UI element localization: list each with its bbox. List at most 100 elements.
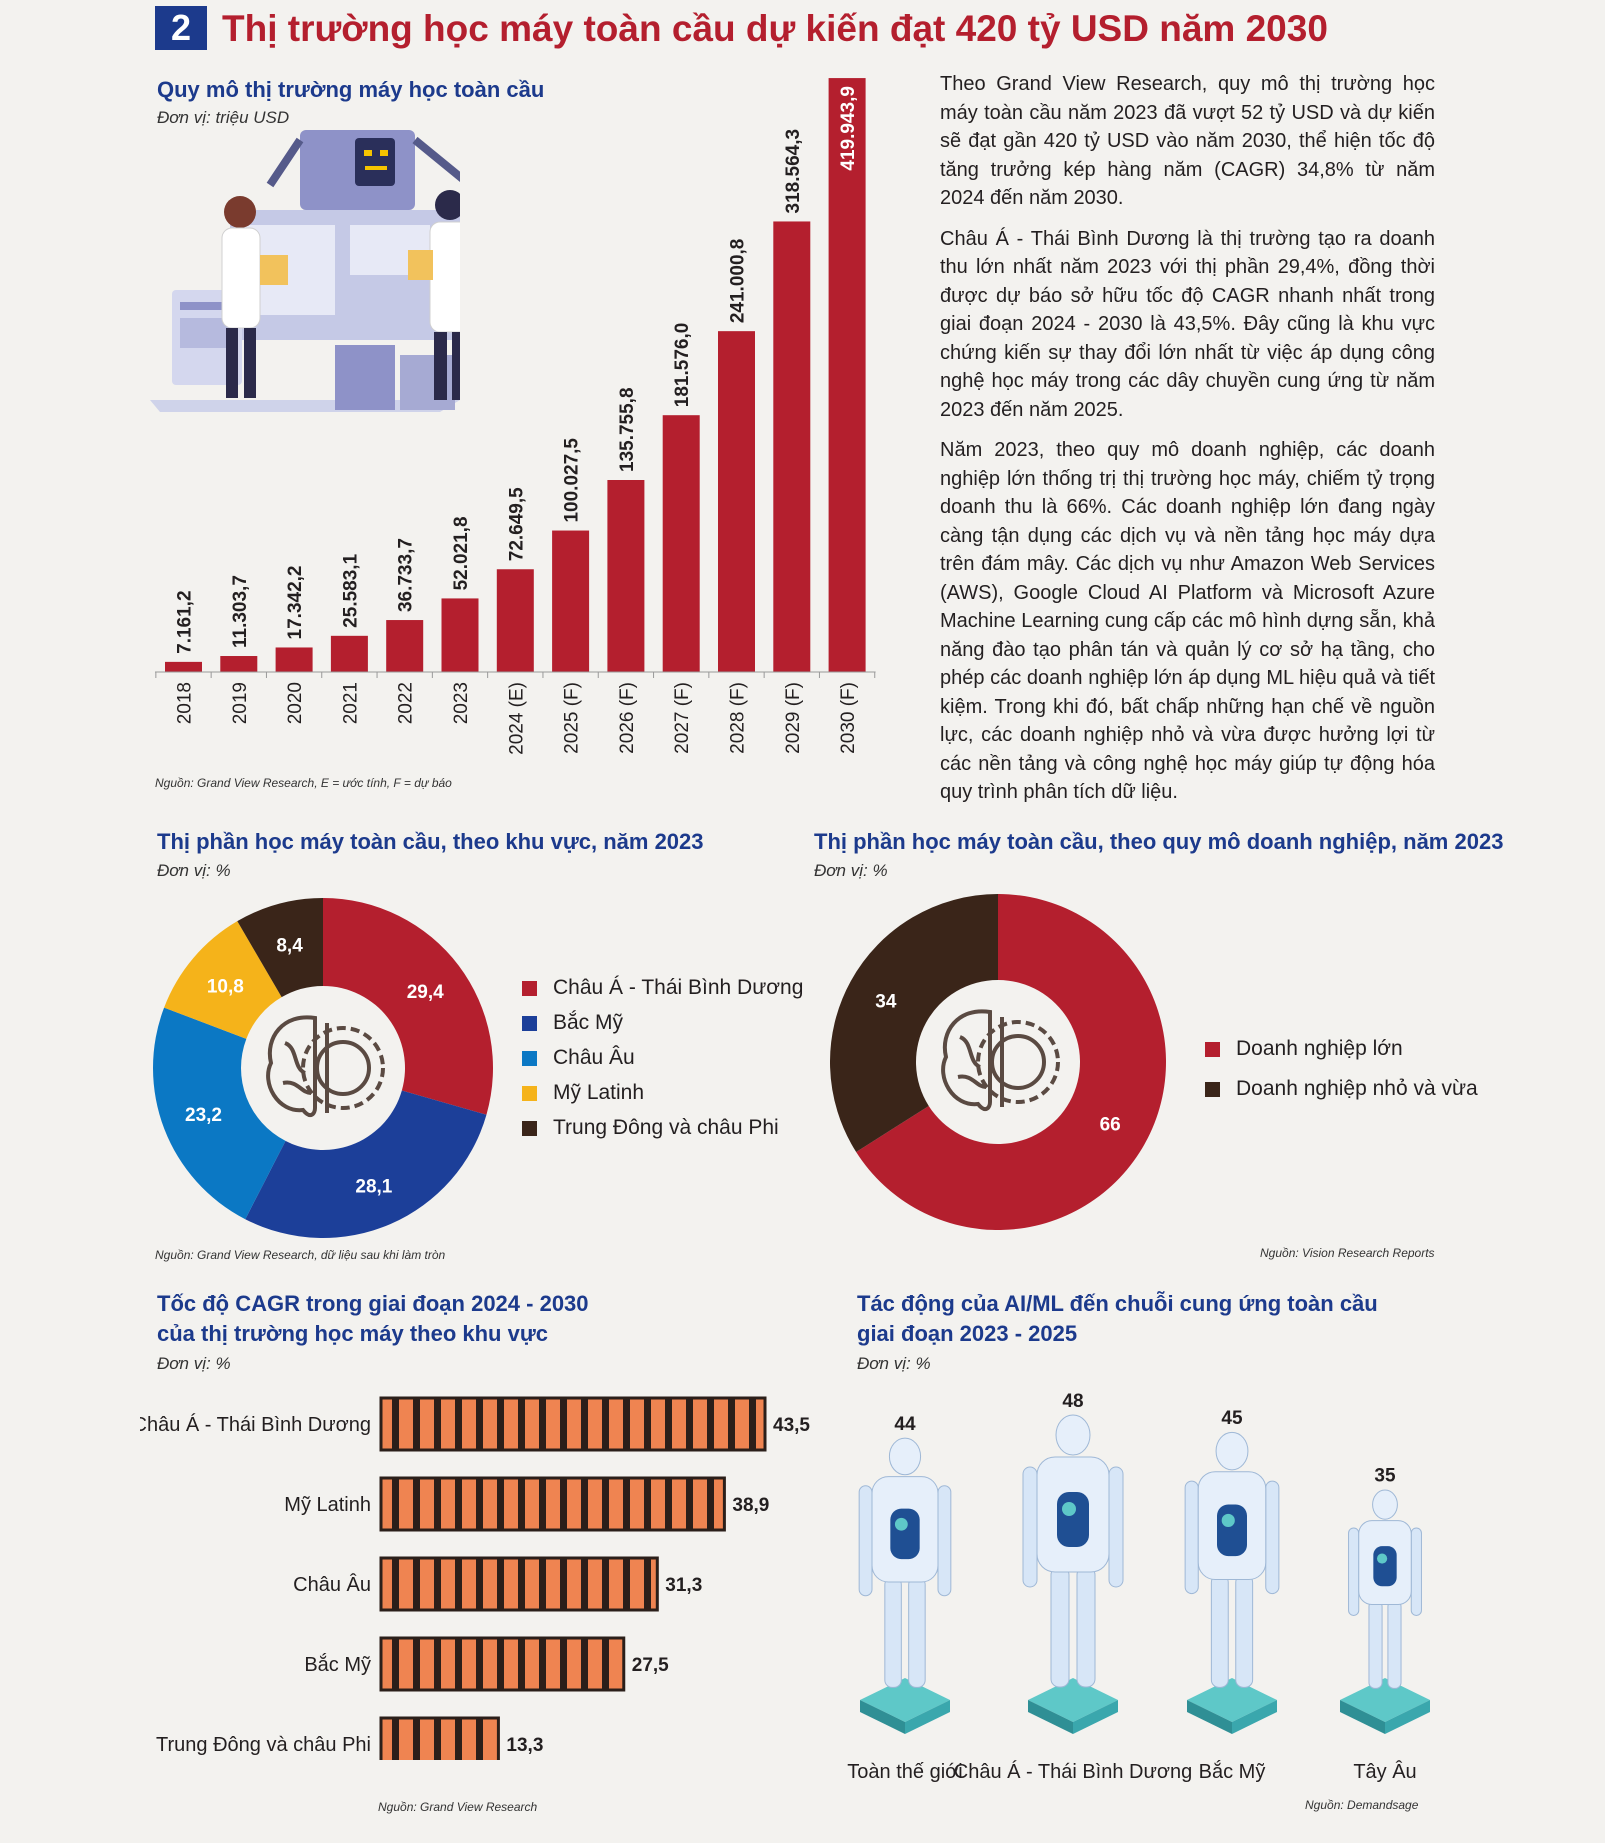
robot-pedestal-side xyxy=(1028,1700,1073,1734)
market-bar xyxy=(662,415,700,672)
robot-arm xyxy=(1108,1466,1124,1588)
market-bar xyxy=(330,635,368,672)
cagr-bar xyxy=(379,1556,659,1612)
donut-slice-label: 66 xyxy=(1100,1115,1121,1136)
market-bar xyxy=(773,221,811,673)
market-bar-value-label: 135.755,8 xyxy=(617,387,638,472)
legend-label: Châu Á - Thái Bình Dương xyxy=(553,976,804,999)
robot-arm xyxy=(1265,1480,1280,1595)
legend-item: Bắc Mỹ xyxy=(522,1011,803,1035)
market-bar-value-label: 25.583,1 xyxy=(340,553,361,627)
cagr-bar-chart: Châu Á - Thái Bình Dương 43,5 Mỹ Latinh 38,… xyxy=(140,1396,810,1760)
market-bar xyxy=(496,569,534,672)
legend-item: Trung Đông và châu Phi xyxy=(522,1116,803,1140)
donut-slice-label: 34 xyxy=(875,991,897,1012)
company-size-donut-chart: 66 34 xyxy=(830,894,1166,1230)
market-bar xyxy=(441,598,479,672)
cagr-bar xyxy=(379,1716,500,1760)
region-donut-chart: 29,4 28,1 23,2 10,8 8,4 xyxy=(152,898,493,1238)
brain-gear-icon xyxy=(266,1015,385,1118)
market-bar-value-label: 17.342,2 xyxy=(285,566,306,640)
impact-chart-title-line2: giai đoạn 2023 - 2025 xyxy=(857,1321,1078,1346)
gear-teeth xyxy=(301,1026,385,1110)
robot-pedestal-side xyxy=(1187,1700,1232,1734)
market-chart-source: Nguồn: Grand View Research, E = ước tính… xyxy=(155,776,452,790)
market-bar xyxy=(552,530,590,672)
section-number-badge: 2 xyxy=(155,6,207,50)
impact-category-label: Tây Âu xyxy=(1353,1760,1416,1783)
market-x-tick-label: 2025 (F) xyxy=(562,682,583,754)
region-legend: Châu Á - Thái Bình Dương Bắc Mỹ Châu Âu Mỹ … xyxy=(522,976,803,1151)
cagr-chart-source: Nguồn: Grand View Research xyxy=(378,1800,538,1814)
size-donut-source: Nguồn: Vision Research Reports xyxy=(1260,1246,1435,1260)
brain-outline xyxy=(266,1015,317,1118)
donut-slice xyxy=(164,921,282,1039)
brain-outline xyxy=(941,1009,992,1112)
robot-arm xyxy=(858,1485,873,1597)
market-chart-title: Quy mô thị trường máy học toàn cầu xyxy=(157,77,545,102)
cagr-bar xyxy=(379,1476,726,1532)
robot-core-light xyxy=(1062,1502,1076,1516)
robot-leg xyxy=(1387,1600,1402,1689)
market-x-tick-label: 2028 (F) xyxy=(728,682,749,754)
region-donut-source: Nguồn: Grand View Research, dữ liệu sau … xyxy=(155,1248,446,1262)
robot-figure xyxy=(858,1437,952,1734)
robot-arm xyxy=(937,1485,952,1597)
market-bar-value-label: 241.000,8 xyxy=(728,239,749,324)
market-bar xyxy=(220,656,258,672)
market-chart-unit: Đơn vị: triệu USD xyxy=(157,108,290,127)
legend-item: Doanh nghiệp lớn xyxy=(1205,1037,1478,1061)
legend-item: Châu Âu xyxy=(522,1046,803,1070)
market-bar xyxy=(718,331,755,672)
cagr-category-label: Trung Đông và châu Phi xyxy=(156,1734,371,1756)
donut-slice xyxy=(323,898,493,1115)
robot-leg xyxy=(908,1576,926,1688)
robot-pedestal-side xyxy=(1385,1700,1430,1734)
robot-head xyxy=(1215,1431,1249,1471)
legend-swatch xyxy=(522,1120,537,1136)
donut-slice xyxy=(245,1090,487,1238)
size-donut-title: Thị phần học máy toàn cầu, theo quy mô d… xyxy=(814,829,1504,854)
legend-label: Châu Âu xyxy=(553,1046,635,1069)
legend-swatch xyxy=(522,1085,537,1101)
impact-value-label: 44 xyxy=(894,1414,916,1435)
robot-pedestal-side xyxy=(1073,1700,1118,1734)
market-bar-value-label: 100.027,5 xyxy=(562,438,583,523)
market-bar-value-label: 52.021,8 xyxy=(451,516,472,590)
brain-folds xyxy=(282,1041,312,1095)
robot-arm xyxy=(1184,1480,1199,1595)
impact-chart-source: Nguồn: Demandsage xyxy=(1305,1798,1419,1812)
market-x-tick-label: 2030 (F) xyxy=(838,682,859,754)
legend-swatch xyxy=(522,1015,537,1031)
legend-swatch xyxy=(1205,1081,1220,1097)
donut-slice xyxy=(830,894,998,1153)
robot-core-light xyxy=(1221,1513,1235,1527)
impact-value-label: 45 xyxy=(1221,1408,1243,1429)
market-x-tick-label: 2020 xyxy=(285,682,306,724)
cagr-value-label: 31,3 xyxy=(665,1575,702,1596)
market-x-tick-label: 2026 (F) xyxy=(617,682,638,754)
scientist-female xyxy=(221,196,288,398)
legend-label: Mỹ Latinh xyxy=(553,1081,645,1104)
cagr-value-label: 43,5 xyxy=(773,1415,810,1436)
robot-arm xyxy=(1410,1527,1422,1616)
market-x-tick-label: 2022 xyxy=(396,682,417,724)
donut-slice-label: 10,8 xyxy=(207,976,244,997)
market-x-tick-label: 2029 (F) xyxy=(783,682,804,754)
robot-leg xyxy=(1076,1566,1096,1688)
robot-core xyxy=(1217,1504,1247,1557)
gear-ring xyxy=(990,1034,1046,1090)
impact-robot-chart: 44 Toàn thế giới 48 Châu Á - Thái Bình Dươn… xyxy=(847,1391,1430,1783)
market-bar xyxy=(275,647,313,672)
robot-leg xyxy=(1368,1600,1383,1689)
legend-item: Châu Á - Thái Bình Dương xyxy=(522,976,803,1000)
cagr-bar xyxy=(379,1396,767,1452)
cagr-value-label: 27,5 xyxy=(632,1655,669,1676)
legend-label: Doanh nghiệp nhỏ và vừa xyxy=(1236,1077,1478,1100)
region-donut-unit: Đơn vị: % xyxy=(157,861,231,880)
robot-head xyxy=(888,1437,922,1476)
robot-pedestal-side xyxy=(1340,1700,1385,1734)
market-x-tick-label: 2018 xyxy=(175,682,196,724)
gear-teeth xyxy=(976,1020,1060,1104)
robot-core xyxy=(1057,1492,1089,1547)
